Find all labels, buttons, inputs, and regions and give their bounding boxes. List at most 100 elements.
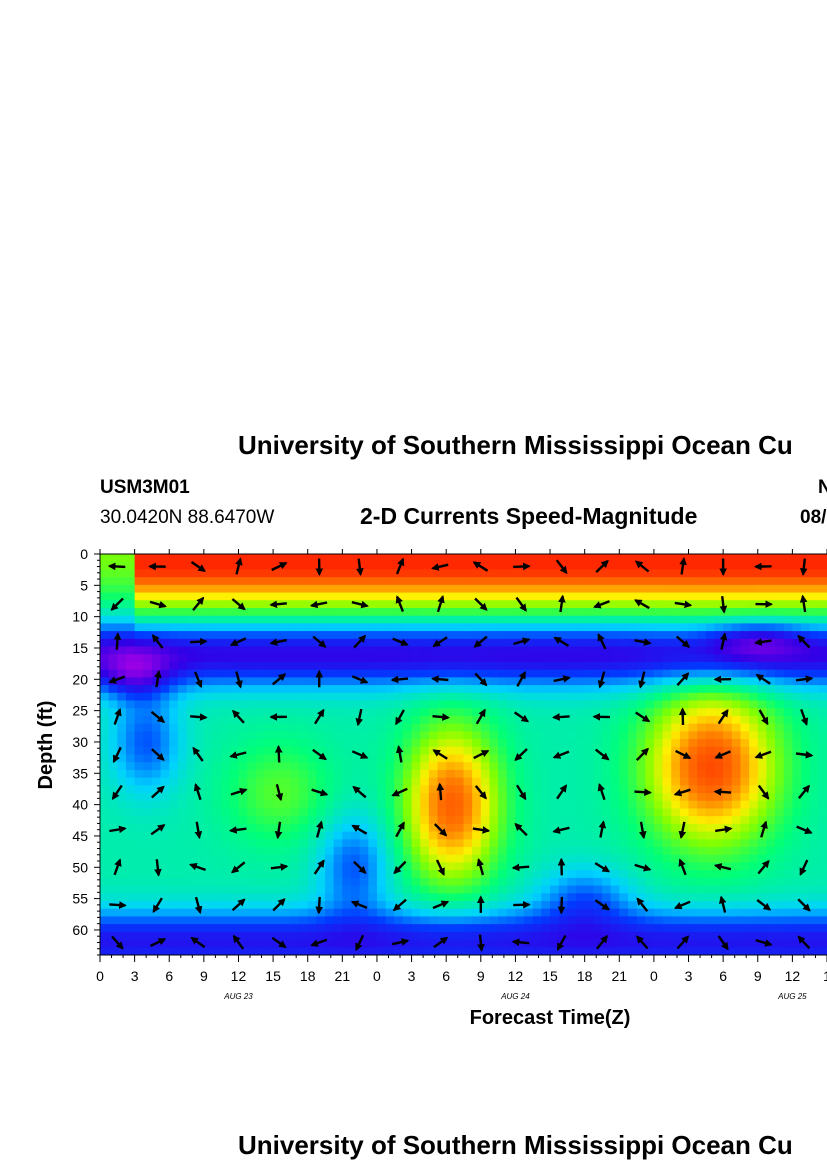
heat-cell bbox=[679, 785, 690, 794]
heat-cell bbox=[229, 893, 240, 902]
heat-cell bbox=[454, 677, 465, 686]
heat-cell bbox=[662, 831, 672, 840]
heat-cell bbox=[169, 847, 179, 856]
heat-cell bbox=[420, 785, 430, 794]
heat-cell bbox=[662, 870, 672, 879]
heat-cell bbox=[134, 885, 144, 894]
heat-cell bbox=[489, 823, 499, 833]
heat-cell bbox=[247, 577, 257, 586]
heat-cell bbox=[731, 654, 742, 663]
heat-cell bbox=[567, 708, 577, 717]
heat-cell bbox=[437, 638, 447, 648]
heat-cell bbox=[264, 746, 274, 756]
heat-cell bbox=[532, 947, 542, 955]
heat-cell bbox=[316, 685, 326, 694]
heat-cell bbox=[489, 715, 499, 725]
heat-cell bbox=[463, 685, 473, 694]
heat-cell bbox=[801, 793, 811, 802]
heat-cell bbox=[316, 831, 326, 840]
heat-cell bbox=[749, 715, 759, 725]
heat-cell bbox=[740, 638, 750, 648]
heat-cell bbox=[740, 715, 750, 725]
heat-cell bbox=[125, 785, 136, 794]
heat-cell bbox=[809, 901, 819, 910]
heat-cell bbox=[610, 708, 620, 717]
heat-cell bbox=[809, 661, 819, 671]
heat-cell bbox=[394, 669, 404, 678]
heat-cell bbox=[273, 708, 283, 717]
heat-cell bbox=[333, 700, 343, 709]
heat-cell bbox=[524, 793, 534, 802]
heat-cell bbox=[169, 769, 179, 779]
heat-cell bbox=[134, 746, 144, 756]
heat-cell bbox=[376, 708, 387, 717]
heat-cell bbox=[273, 731, 283, 740]
velocity-arrow bbox=[430, 675, 449, 683]
heat-cell bbox=[714, 600, 724, 609]
heat-cell bbox=[463, 847, 473, 856]
heat-cell bbox=[221, 877, 231, 887]
heat-cell bbox=[671, 816, 681, 825]
heat-cell bbox=[783, 931, 793, 941]
heat-cell bbox=[264, 800, 274, 810]
heat-cell bbox=[264, 615, 274, 624]
heat-cell bbox=[515, 577, 525, 586]
heat-cell bbox=[454, 939, 465, 948]
heat-cell bbox=[723, 839, 733, 848]
heat-cell bbox=[281, 885, 291, 894]
heat-cell bbox=[801, 800, 811, 810]
heat-cell bbox=[480, 638, 491, 648]
heat-cell bbox=[809, 931, 819, 941]
velocity-arrow bbox=[435, 859, 445, 876]
heat-cell bbox=[420, 769, 430, 779]
heat-cell bbox=[671, 731, 681, 740]
x-tick-label: 3 bbox=[685, 968, 693, 984]
heat-cell bbox=[463, 862, 473, 871]
heat-cell bbox=[454, 692, 465, 702]
heat-cell bbox=[100, 808, 110, 817]
heat-cell bbox=[783, 708, 793, 717]
heat-cell bbox=[160, 654, 170, 663]
heat-cell bbox=[125, 638, 136, 648]
heat-cell bbox=[757, 777, 768, 786]
heat-cell bbox=[229, 561, 240, 571]
heat-cell bbox=[264, 808, 274, 817]
heat-cell bbox=[766, 569, 776, 578]
heat-cell bbox=[255, 739, 266, 748]
heat-cell bbox=[541, 777, 551, 786]
heat-cell bbox=[593, 685, 603, 694]
heat-cell bbox=[255, 939, 266, 948]
heat-cell bbox=[489, 577, 499, 586]
heat-cell bbox=[593, 877, 603, 887]
heat-cell bbox=[705, 677, 716, 686]
y-tick-label: 35 bbox=[72, 765, 88, 781]
velocity-arrow bbox=[190, 561, 206, 572]
heat-cell bbox=[809, 677, 819, 686]
heat-cell bbox=[221, 931, 231, 941]
heat-cell bbox=[636, 584, 646, 594]
heat-cell bbox=[117, 600, 127, 609]
velocity-arrow bbox=[638, 671, 646, 689]
heat-cell bbox=[402, 569, 413, 578]
heat-cell bbox=[645, 816, 655, 825]
heat-cell bbox=[402, 769, 413, 779]
heat-cell bbox=[489, 754, 499, 763]
heat-cell bbox=[792, 677, 802, 686]
heat-cell bbox=[610, 931, 620, 941]
heat-cell bbox=[290, 561, 300, 571]
heat-cell bbox=[593, 862, 603, 871]
heat-cell bbox=[662, 808, 672, 817]
heat-cell bbox=[645, 800, 655, 810]
heat-cell bbox=[818, 746, 827, 756]
heat-cell bbox=[169, 762, 179, 771]
heat-cell bbox=[169, 939, 179, 948]
heat-cell bbox=[368, 669, 378, 678]
heat-cell bbox=[264, 577, 274, 586]
heat-cell bbox=[567, 577, 577, 586]
heat-cell bbox=[428, 577, 439, 586]
heat-cell bbox=[437, 908, 447, 918]
heat-cell bbox=[125, 754, 136, 763]
heat-cell bbox=[290, 762, 300, 771]
heat-cell bbox=[714, 847, 724, 856]
heat-cell bbox=[679, 885, 690, 894]
